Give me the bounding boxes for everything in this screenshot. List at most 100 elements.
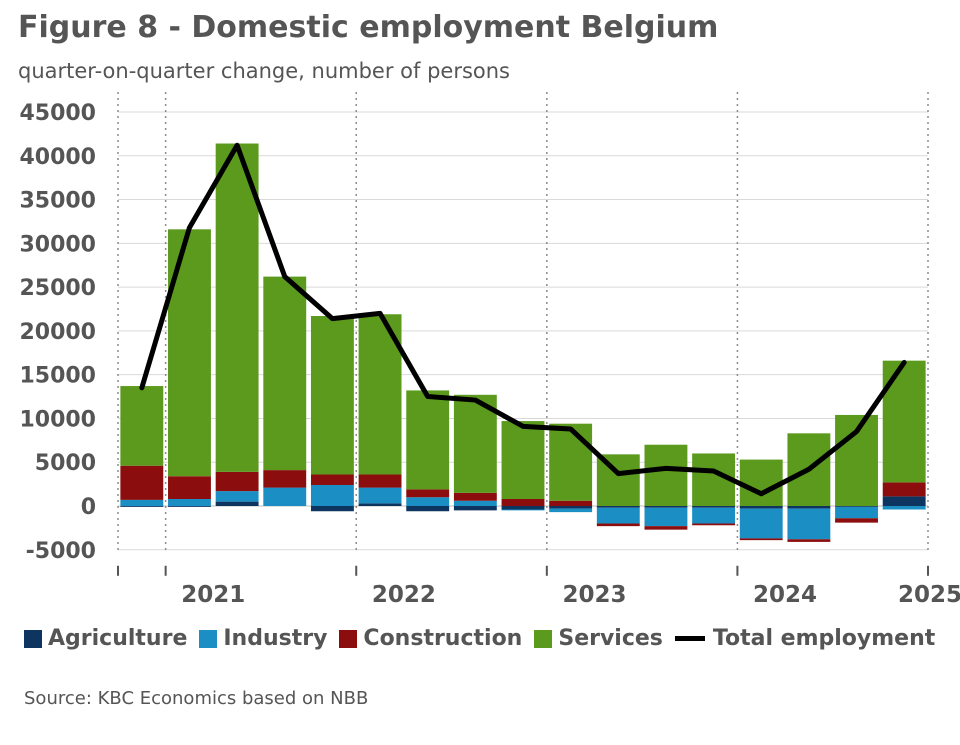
bar-construction (787, 539, 831, 542)
bar-services (501, 421, 545, 499)
legend-label-services: Services (558, 626, 663, 651)
y-tick-label: 0 (81, 495, 96, 520)
legend-label-construction: Construction (363, 626, 523, 651)
x-year-label: 2025 (898, 582, 960, 608)
legend-swatch-services (534, 629, 553, 648)
chart-title: Figure 8 - Domestic employment Belgium (18, 10, 719, 45)
bar-construction (453, 492, 497, 501)
bar-agriculture (596, 506, 640, 508)
bar-industry (120, 499, 164, 506)
y-tick-label: 45000 (19, 101, 96, 126)
bar-industry (835, 506, 878, 519)
bar-industry (358, 487, 402, 504)
bar-construction (835, 518, 878, 523)
chart-subtitle: quarter-on-quarter change, number of per… (18, 59, 511, 83)
y-tick-label: 15000 (19, 364, 96, 389)
bar-services (310, 316, 354, 475)
bar-industry (787, 508, 831, 540)
bar-industry (501, 509, 545, 511)
x-year-label: 2022 (372, 582, 436, 608)
bar-agriculture (882, 496, 926, 506)
bar-services (882, 360, 926, 483)
legend-item-agriculture: Agriculture (24, 626, 187, 651)
legend-item-construction: Construction (339, 626, 522, 651)
legend-swatch-industry (199, 629, 218, 648)
bar-construction (596, 523, 640, 527)
bar-industry (739, 508, 783, 539)
bar-construction (168, 476, 211, 499)
legend-label-total-employment: Total employment (712, 626, 936, 651)
legend-swatch-total-employment (674, 636, 705, 641)
bar-agriculture (215, 501, 259, 506)
legend-swatch-agriculture (24, 629, 42, 648)
bar-construction (739, 538, 783, 541)
bar-industry (310, 484, 354, 506)
bar-industry (453, 500, 497, 506)
y-tick-label: 30000 (19, 232, 96, 257)
bar-construction (120, 465, 164, 500)
bar-services (215, 143, 259, 472)
legend-item-industry: Industry (199, 626, 327, 651)
bar-agriculture (310, 506, 354, 512)
legend-item-services: Services (534, 626, 663, 651)
bar-construction (882, 482, 926, 497)
bar-services (406, 390, 450, 490)
bar-services (644, 444, 688, 506)
bar-construction (263, 470, 307, 488)
bar-agriculture (168, 506, 211, 507)
bar-agriculture (501, 506, 545, 510)
bar-industry (549, 508, 593, 513)
bar-agriculture (787, 506, 831, 509)
bar-agriculture (644, 506, 688, 508)
bar-services (168, 229, 211, 477)
y-tick-label: 20000 (19, 320, 96, 345)
bar-agriculture (739, 506, 783, 509)
x-year-label: 2023 (562, 582, 626, 608)
bar-industry (263, 487, 307, 506)
legend-item-total-employment: Total employment (674, 626, 936, 651)
bar-industry (596, 507, 640, 524)
bar-industry (882, 506, 926, 510)
legend-label-agriculture: Agriculture (48, 626, 188, 651)
legend-label-industry: Industry (223, 626, 328, 651)
bar-construction (549, 500, 593, 506)
bar-construction (692, 523, 736, 526)
bar-agriculture (453, 506, 497, 511)
y-tick-label: 10000 (19, 407, 96, 432)
y-tick-label: -5000 (26, 539, 96, 564)
legend: Agriculture Industry Construction Servic… (24, 626, 947, 651)
total-employment-line (139, 142, 907, 497)
bar-agriculture (549, 506, 593, 509)
bar-construction (358, 474, 402, 488)
bar-agriculture (835, 506, 878, 507)
bar-construction (501, 498, 545, 506)
bar-industry (215, 491, 259, 502)
bar-services (739, 459, 783, 506)
bar-services (549, 423, 593, 501)
y-tick-label: 25000 (19, 276, 96, 301)
source-note: Source: KBC Economics based on NBB (24, 688, 369, 709)
y-tick-label: 5000 (35, 451, 96, 476)
bar-industry (692, 507, 736, 524)
bar-industry (168, 498, 211, 506)
bar-construction (644, 526, 688, 530)
y-tick-label: 35000 (19, 189, 96, 214)
bar-services (120, 386, 164, 466)
bar-industry (644, 507, 688, 527)
bar-construction (310, 474, 354, 485)
bar-services (263, 276, 307, 471)
y-tick-label: 40000 (19, 145, 96, 170)
bar-construction (406, 489, 450, 498)
bar-agriculture (406, 506, 450, 512)
bar-services (453, 394, 497, 493)
bar-agriculture (358, 503, 402, 506)
bar-agriculture (692, 506, 736, 508)
bar-construction (215, 471, 259, 492)
legend-swatch-construction (339, 629, 358, 648)
x-year-label: 2021 (181, 582, 245, 608)
x-year-label: 2024 (753, 582, 817, 608)
bar-industry (406, 497, 450, 506)
bar-agriculture (120, 506, 164, 507)
